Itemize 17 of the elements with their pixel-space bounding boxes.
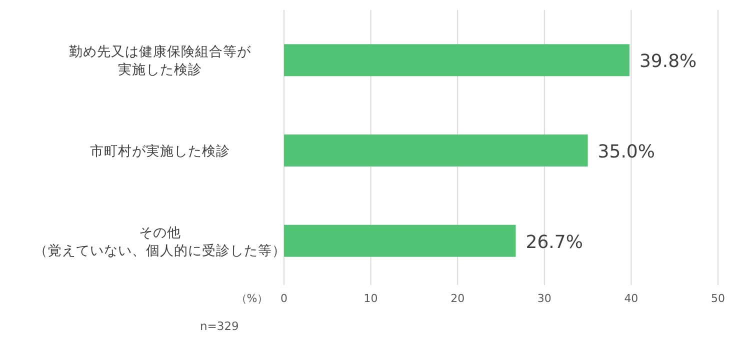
data-label: 35.0% [598,142,655,162]
y-tick-label: 勤め先又は健康保険組合等が実施した検診 [69,44,252,78]
y-tick-label: その他（覚えていない、個人的に受診した等） [34,224,286,259]
x-tick-label: 20 [450,292,465,305]
data-label: 26.7% [526,232,583,253]
bar [284,44,630,76]
x-tick-label: 50 [711,292,725,305]
x-tick-label: 0 [280,292,288,305]
x-tick-label: 40 [624,292,638,305]
bar [284,134,588,166]
y-tick-label: 市町村が実施した検診 [90,144,230,160]
data-label: 39.8% [639,51,697,72]
x-tick-label: 10 [364,292,378,305]
bar [284,224,516,257]
text: n=329 [200,319,239,333]
x-tick-label: 30 [537,292,552,305]
x-axis-title: （%） [236,292,268,305]
